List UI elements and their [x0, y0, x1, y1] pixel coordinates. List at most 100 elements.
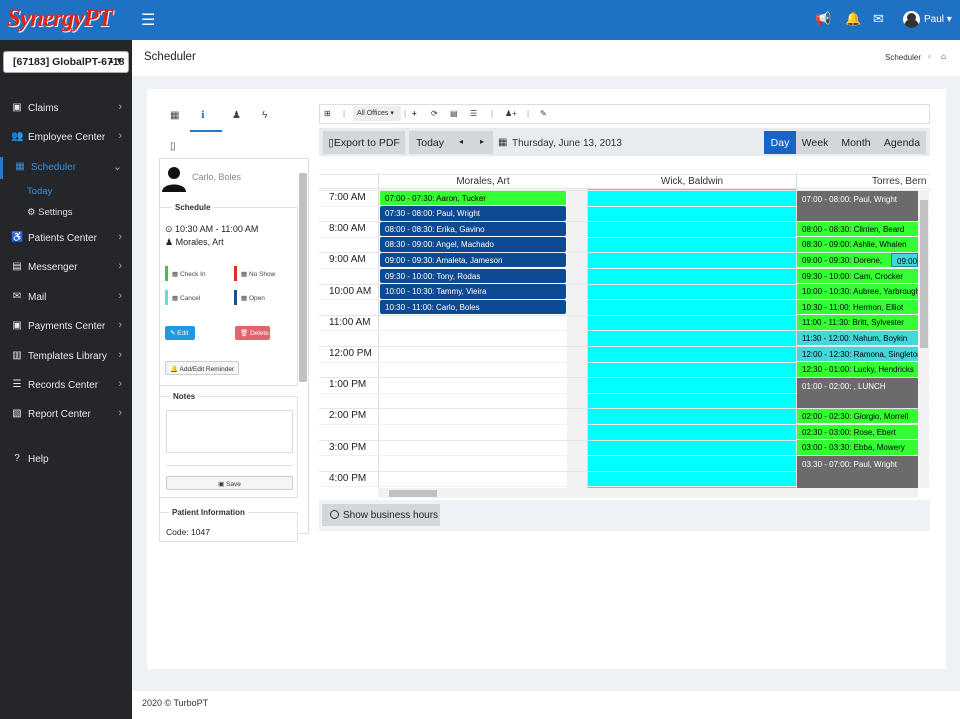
add-reminder-button[interactable]: 🔔 Add/Edit Reminder	[165, 361, 239, 375]
view-day-button[interactable]: Day	[764, 131, 796, 154]
calendar-tab-icon[interactable]: ▦	[170, 110, 180, 121]
panel-scrollbar[interactable]	[299, 173, 307, 382]
wick-column[interactable]	[588, 189, 796, 489]
delete-button[interactable]: 🗑 Delete	[235, 326, 270, 340]
sidebar-item-scheduler[interactable]: ▦ Scheduler ⌄	[0, 157, 132, 179]
appointment-event[interactable]: 09:00 - 09:30: Amaleta, Jameson	[380, 252, 566, 268]
time-label: 12:00 PM	[329, 348, 372, 359]
appointment-event[interactable]: 09:30 - 10:00: Cam, Crocker	[797, 268, 918, 284]
sidebar-sub-settings[interactable]: ⚙ Settings	[27, 207, 73, 218]
sidebar-item-payments-center[interactable]: ▣ Payments Center ›	[12, 319, 122, 332]
appointment-event[interactable]: 10:00 - 10:30: Aubree, Yarbrough	[797, 284, 918, 299]
sidebar-item-claims[interactable]: ▣ Claims ›	[12, 101, 122, 114]
clinic-select[interactable]: [67183] GlobalPT-6718 ▲▼	[3, 51, 129, 73]
view-month-button[interactable]: Month	[834, 131, 878, 154]
document-tab-icon[interactable]: ▯	[170, 141, 176, 152]
appointment-event[interactable]: 02:00 - 02:30: Giorgio, Morrell	[797, 408, 918, 424]
edit-button[interactable]: ✎ Edit	[165, 326, 195, 340]
appointment-event[interactable]: 08:00 - 08:30: Clinten, Beard	[797, 221, 918, 237]
horizontal-scroll-thumb[interactable]	[389, 490, 437, 497]
user-avatar[interactable]	[903, 11, 920, 28]
page-title: Scheduler	[144, 51, 196, 63]
appointment-event[interactable]: 09:00 - 09:30: Dorene,	[797, 252, 918, 268]
open-button[interactable]: ▦ Open	[234, 290, 294, 305]
patient-code: Code: 1047	[166, 527, 210, 537]
show-business-hours-button[interactable]: Show business hours	[322, 504, 440, 526]
page-header	[132, 40, 960, 76]
list-icon[interactable]: ☰	[470, 109, 478, 118]
appointment-event[interactable]: 10:00 - 10:30: Tammy, Vieira	[380, 284, 566, 299]
appointment-event[interactable]: 08:30 - 09:00: Angel, Machado	[380, 237, 566, 252]
slot-line	[319, 439, 930, 441]
toolbar-separator: |	[343, 109, 346, 118]
office-select[interactable]: All Offices ▾	[353, 106, 401, 121]
slot-line	[319, 268, 930, 269]
cancel-button[interactable]: ▦ Cancel	[165, 290, 225, 305]
sidebar-item-records-center[interactable]: ☰ Records Center ›	[12, 378, 122, 391]
no-show-button[interactable]: ▦ No Show	[234, 266, 294, 281]
check-in-button[interactable]: ▦ Check In	[165, 266, 225, 281]
appointment-event[interactable]: 10:30 - 11:00: Carlo, Boles	[380, 299, 566, 315]
sidebar-item-report-center[interactable]: ▧ Report Center ›	[12, 407, 122, 420]
appointment-event[interactable]: 09:00	[891, 252, 918, 268]
bolt-tab-icon[interactable]: ϟ	[262, 110, 268, 121]
next-day-button[interactable]: ▸	[471, 131, 493, 154]
horizontal-scrollbar[interactable]	[378, 488, 918, 498]
info-tab-icon[interactable]: ℹ	[201, 110, 205, 121]
appointment-event[interactable]: 01:00 - 02:00: , LUNCH	[797, 377, 918, 408]
add-user-icon[interactable]: ♟+	[505, 109, 517, 118]
mail-icon: ✉	[12, 291, 22, 302]
sidebar-item-messenger[interactable]: ▤ Messenger ›	[12, 260, 122, 273]
vertical-scroll-thumb[interactable]	[920, 200, 928, 348]
clipboard-icon[interactable]: ▤	[450, 109, 458, 118]
appointment-event[interactable]: 12:30 - 01:00: Lucky, Hendricks	[797, 362, 918, 377]
grid-icon[interactable]: ⊞	[324, 109, 331, 118]
appointment-event[interactable]: 07:00 - 07:30: Aaron, Tucker	[380, 190, 566, 206]
messenger-icon: ▤	[12, 261, 22, 272]
sidebar-item-help[interactable]: ? Help	[0, 449, 132, 471]
breadcrumb-separator: ‹	[928, 51, 931, 61]
appointment-event[interactable]: 07:30 - 08:00: Paul, Wright	[380, 206, 566, 221]
column-header: Torres, Bern	[872, 176, 927, 187]
menu-toggle-icon[interactable]: ☰	[141, 12, 156, 29]
appointment-event[interactable]: 09:30 - 10:00: Tony, Rodas	[380, 268, 566, 284]
today-button[interactable]: Today	[409, 131, 451, 154]
export-pdf-button[interactable]: ▯Export to PDF	[323, 131, 405, 154]
megaphone-icon[interactable]: 📢	[815, 11, 832, 26]
appointment-event[interactable]: 08:30 - 09:00: Ashlie, Whalen	[797, 237, 918, 252]
refresh-icon[interactable]: ⟳	[431, 109, 438, 118]
appointment-event[interactable]: 11:00 - 11:30: Britt, Sylvester	[797, 315, 918, 330]
sidebar-sub-today[interactable]: Today	[27, 186, 53, 197]
appointment-event[interactable]: 07:00 - 08:00: Paul, Wright	[797, 190, 918, 221]
user-menu[interactable]: Paul ▾	[924, 14, 952, 25]
wrench-icon[interactable]: ✎	[540, 109, 547, 118]
prev-day-button[interactable]: ◂	[451, 131, 471, 154]
appointment-event[interactable]: 11:30 - 12:00: Nahum, Boykin	[797, 330, 918, 346]
breadcrumb[interactable]: Scheduler	[885, 53, 922, 62]
sidebar-item-patients-center[interactable]: ♿ Patients Center ›	[11, 231, 122, 244]
user-tab-icon[interactable]: ♟	[232, 110, 241, 121]
view-week-button[interactable]: Week	[796, 131, 834, 154]
bell-icon[interactable]: 🔔	[845, 11, 862, 26]
view-agenda-button[interactable]: Agenda	[878, 131, 926, 154]
slot-line	[319, 377, 930, 379]
sidebar-item-templates-library[interactable]: ▥ Templates Library ›	[12, 349, 122, 362]
mail-icon[interactable]: ✉	[873, 11, 884, 26]
patient-info-title: Patient Information	[169, 508, 248, 517]
sidebar-item-employee-center[interactable]: 👥 Employee Center ›	[11, 130, 122, 143]
appointment-event[interactable]: 10:30 - 11:00: Hermon, Elliot	[797, 299, 918, 315]
sidebar-item-mail[interactable]: ✉ Mail ›	[12, 290, 122, 303]
appointment-event[interactable]: 03:00 - 03:30: Ebba, Mowery	[797, 440, 918, 455]
home-icon[interactable]: ⌂	[941, 52, 946, 61]
appointment-event[interactable]: 08:00 - 08:30: Erika, Gavino	[380, 221, 566, 237]
slot-line	[319, 361, 930, 363]
day-grid: Morales, Art Wick, Baldwin Torres, Bern …	[319, 173, 930, 497]
current-date: Thursday, June 13, 2013	[512, 138, 622, 149]
app-logo[interactable]: SynergyPT	[7, 5, 113, 32]
appointment-event[interactable]: 02:30 - 03:00: Rose, Ebert	[797, 424, 918, 440]
appointment-event[interactable]: 12:00 - 12:30: Ramona, Singleton	[797, 346, 918, 362]
scheduler-toolbar	[319, 104, 930, 124]
add-icon[interactable]: +	[412, 109, 417, 118]
save-notes-button[interactable]: ▣ Save	[166, 476, 293, 490]
notes-textarea[interactable]	[166, 410, 293, 453]
